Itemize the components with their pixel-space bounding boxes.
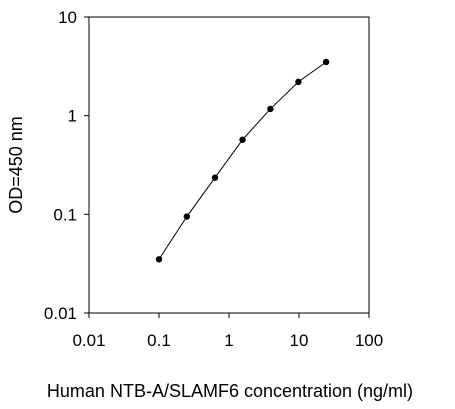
data-point [267, 105, 274, 113]
x-axis-label: Human NTB-A/SLAMF6 concentration (ng/ml) [47, 381, 413, 401]
y-axis-label: OD=450 nm [6, 116, 26, 214]
y-tick-label: 0.1 [53, 205, 77, 224]
data-point [322, 58, 330, 66]
plot-area [88, 16, 370, 314]
data-point [211, 174, 219, 181]
data-point [239, 136, 246, 143]
y-tick-label: 1 [68, 107, 77, 126]
x-tick-label: 0.1 [147, 331, 171, 350]
y-tick-label: 0.01 [44, 304, 77, 323]
x-tick-label: 100 [355, 331, 383, 350]
x-axis-ticks: 0.01 0.1 1 10 100 [72, 313, 383, 350]
x-tick-label: 1 [224, 331, 233, 350]
x-tick-label: 10 [290, 331, 309, 350]
data-point [183, 213, 191, 220]
y-axis-ticks: 0.01 0.1 1 10 [44, 8, 89, 323]
series-layer [155, 58, 330, 263]
y-tick-label: 10 [58, 8, 77, 27]
data-point [295, 78, 302, 86]
x-tick-label: 0.01 [72, 331, 105, 350]
data-point [155, 256, 163, 263]
